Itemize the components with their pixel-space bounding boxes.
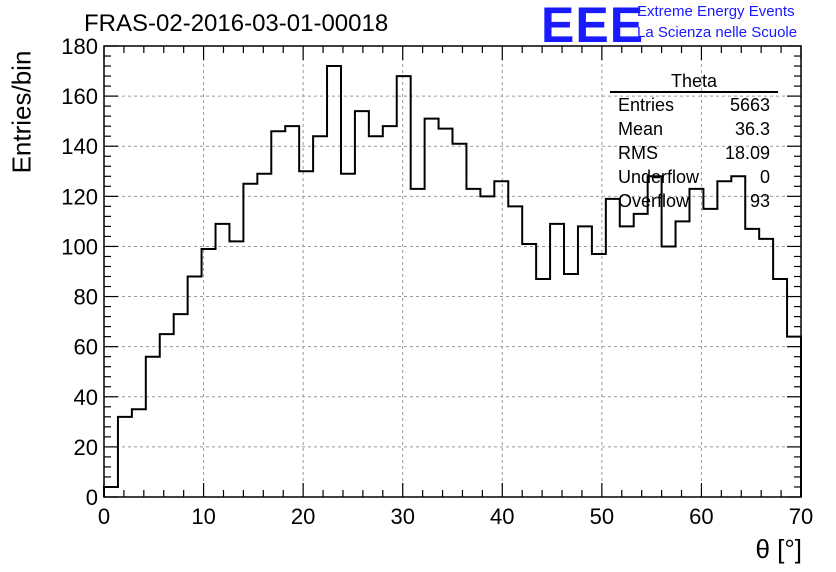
histogram-bin	[717, 181, 731, 497]
y-tick-label: 0	[86, 485, 98, 510]
x-tick-label: 50	[590, 504, 614, 529]
y-tick-label: 80	[74, 285, 98, 310]
stats-row-underflow: Underflow 0	[610, 165, 778, 189]
histogram-bin	[285, 126, 299, 497]
histogram-bin	[425, 119, 439, 497]
histogram-bin	[703, 209, 717, 497]
y-tick-label: 60	[74, 335, 98, 360]
chart-title: FRAS-02-2016-03-01-00018	[84, 10, 389, 37]
y-tick-label: 160	[61, 84, 98, 109]
stats-box: Theta Entries 5663 Mean 36.3 RMS 18.09 U…	[610, 71, 778, 213]
histogram-bin	[620, 226, 634, 497]
plot-frame	[103, 45, 802, 498]
histogram-bin	[662, 246, 676, 497]
stats-row-rms: RMS 18.09	[610, 141, 778, 165]
histogram-bin	[243, 184, 257, 497]
stats-row-entries: Entries 5663	[610, 93, 778, 117]
histogram-bin	[592, 254, 606, 497]
histogram-bin	[146, 357, 160, 497]
histogram-bin	[480, 196, 494, 497]
histogram-bin	[773, 279, 787, 497]
histogram-bin	[174, 314, 188, 497]
histogram-bin	[466, 189, 480, 497]
histogram-bin	[522, 244, 536, 497]
histogram-bin	[634, 214, 648, 497]
histogram-bin	[341, 174, 355, 497]
y-tick-label: 120	[61, 184, 98, 209]
stats-key: Overflow	[618, 191, 690, 211]
histogram-bin	[383, 126, 397, 497]
y-tick-label: 100	[61, 234, 98, 259]
histogram-bin	[689, 189, 703, 497]
x-tick-label: 10	[191, 504, 215, 529]
histogram-bin	[494, 181, 508, 497]
histogram-bin	[160, 334, 174, 497]
histogram-bin	[453, 144, 467, 497]
histogram-bin	[564, 274, 578, 497]
histogram-bin	[745, 229, 759, 497]
histogram-bin	[202, 249, 216, 497]
y-axis-label: Entries/bin	[6, 50, 37, 174]
histogram-outline	[103, 65, 802, 497]
histogram-bin	[508, 206, 522, 497]
histogram-bin	[676, 221, 690, 497]
histogram-bin	[188, 277, 202, 497]
eee-logo: EEE	[541, 0, 645, 53]
histogram-bin	[257, 174, 271, 497]
histogram-bin	[397, 76, 411, 497]
histogram-bin	[606, 199, 620, 497]
y-tick-label: 20	[74, 435, 98, 460]
stats-value: 5663	[729, 95, 770, 115]
stats-key: Entries	[618, 95, 675, 115]
x-tick-label: 40	[490, 504, 514, 529]
histogram-bin	[369, 136, 383, 497]
histogram-bin	[229, 241, 243, 497]
y-tick-label: 180	[61, 34, 98, 59]
histogram-bin	[118, 417, 132, 497]
stats-value: 36.3	[734, 119, 770, 139]
histogram-bin	[731, 176, 745, 497]
stats-value: 18.09	[724, 143, 770, 163]
histogram-bin	[439, 129, 453, 497]
histogram-bin	[550, 224, 564, 497]
logo-text-line2: La Scienza nelle Scuole	[637, 24, 798, 41]
stats-value: 93	[749, 191, 770, 211]
histogram-bin	[313, 136, 327, 497]
stats-value: 0	[759, 167, 770, 187]
x-axis-label: θ [°]	[755, 534, 802, 564]
logo-text-line1: Extreme Energy Events	[637, 3, 795, 20]
histogram-bin	[104, 487, 118, 497]
histogram-bin	[411, 189, 425, 497]
stats-key: Underflow	[618, 167, 700, 187]
histogram-bin	[578, 226, 592, 497]
histogram-bin	[132, 409, 146, 497]
x-tick-label: 20	[291, 504, 315, 529]
histogram-bin	[536, 279, 550, 497]
histogram-bin	[327, 66, 341, 497]
histogram-bin	[216, 224, 230, 497]
x-tick-label: 0	[98, 504, 110, 529]
stats-row-overflow: Overflow 93	[610, 189, 778, 213]
histogram-bin	[299, 171, 313, 497]
stats-key: RMS	[618, 143, 658, 163]
y-tick-label: 40	[74, 385, 98, 410]
stats-key: Mean	[618, 119, 664, 139]
x-tick-label: 70	[789, 504, 813, 529]
histogram-bin	[355, 111, 369, 497]
stats-title: Theta	[610, 71, 778, 93]
y-tick-label: 140	[61, 134, 98, 159]
histogram-bin	[271, 131, 285, 497]
x-tick-label: 60	[689, 504, 713, 529]
stats-row-mean: Mean 36.3	[610, 117, 778, 141]
x-tick-label: 30	[390, 504, 414, 529]
histogram-bin	[759, 239, 773, 497]
histogram-bin	[648, 176, 662, 497]
